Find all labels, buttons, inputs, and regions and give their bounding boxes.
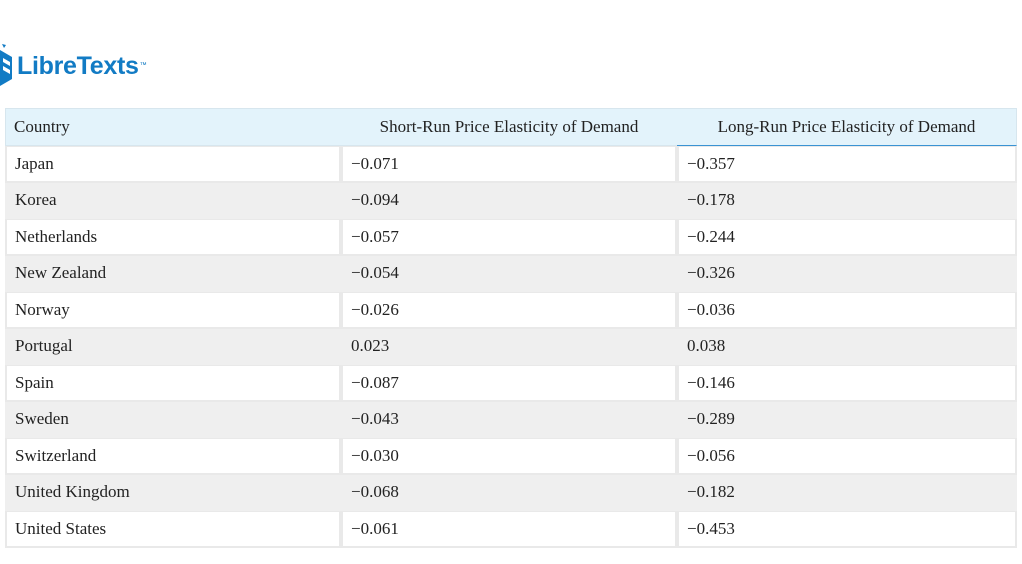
short-run-cell: −0.043 — [341, 401, 677, 438]
header-long-run-elasticity: Long-Run Price Elasticity of Demand — [677, 108, 1017, 146]
country-cell: Korea — [5, 182, 341, 219]
table-row: Norway −0.026 −0.036 — [5, 292, 1017, 329]
logo-trademark: ™ — [139, 62, 147, 69]
long-run-cell: −0.289 — [677, 401, 1017, 438]
long-run-cell: −0.244 — [677, 219, 1017, 256]
table-row: United Kingdom −0.068 −0.182 — [5, 474, 1017, 511]
long-run-cell: −0.453 — [677, 511, 1017, 548]
short-run-cell: −0.030 — [341, 438, 677, 475]
short-run-cell: −0.061 — [341, 511, 677, 548]
long-run-cell: −0.056 — [677, 438, 1017, 475]
table-row: Netherlands −0.057 −0.244 — [5, 219, 1017, 256]
table-row: Switzerland −0.030 −0.056 — [5, 438, 1017, 475]
table-row: Korea −0.094 −0.178 — [5, 182, 1017, 219]
header-country: Country — [5, 108, 341, 146]
long-run-cell: −0.326 — [677, 255, 1017, 292]
short-run-cell: −0.057 — [341, 219, 677, 256]
long-run-cell: −0.182 — [677, 474, 1017, 511]
logo-text: LibreTexts — [17, 51, 139, 80]
short-run-cell: −0.087 — [341, 365, 677, 402]
libretexts-logo[interactable]: LibreTexts ™ — [0, 42, 147, 90]
short-run-cell: −0.068 — [341, 474, 677, 511]
long-run-cell: −0.036 — [677, 292, 1017, 329]
short-run-cell: −0.026 — [341, 292, 677, 329]
country-cell: Spain — [5, 365, 341, 402]
long-run-cell: 0.038 — [677, 328, 1017, 365]
country-cell: United States — [5, 511, 341, 548]
country-cell: Japan — [5, 146, 341, 183]
short-run-cell: −0.054 — [341, 255, 677, 292]
elasticity-table: Country Short-Run Price Elasticity of De… — [5, 108, 1017, 548]
short-run-cell: −0.071 — [341, 146, 677, 183]
table-row: New Zealand −0.054 −0.326 — [5, 255, 1017, 292]
long-run-cell: −0.357 — [677, 146, 1017, 183]
country-cell: Sweden — [5, 401, 341, 438]
country-cell: Netherlands — [5, 219, 341, 256]
country-cell: Norway — [5, 292, 341, 329]
table-row: Japan −0.071 −0.357 — [5, 146, 1017, 183]
short-run-cell: −0.094 — [341, 182, 677, 219]
libretexts-logo-icon — [0, 44, 12, 86]
table-row: Portugal 0.023 0.038 — [5, 328, 1017, 365]
country-cell: New Zealand — [5, 255, 341, 292]
long-run-cell: −0.146 — [677, 365, 1017, 402]
short-run-cell: 0.023 — [341, 328, 677, 365]
country-cell: United Kingdom — [5, 474, 341, 511]
table-row: United States −0.061 −0.453 — [5, 511, 1017, 548]
header-short-run-elasticity: Short-Run Price Elasticity of Demand — [341, 108, 677, 146]
table-header-row: Country Short-Run Price Elasticity of De… — [5, 108, 1017, 146]
country-cell: Switzerland — [5, 438, 341, 475]
country-cell: Portugal — [5, 328, 341, 365]
table-row: Spain −0.087 −0.146 — [5, 365, 1017, 402]
long-run-cell: −0.178 — [677, 182, 1017, 219]
table-row: Sweden −0.043 −0.289 — [5, 401, 1017, 438]
